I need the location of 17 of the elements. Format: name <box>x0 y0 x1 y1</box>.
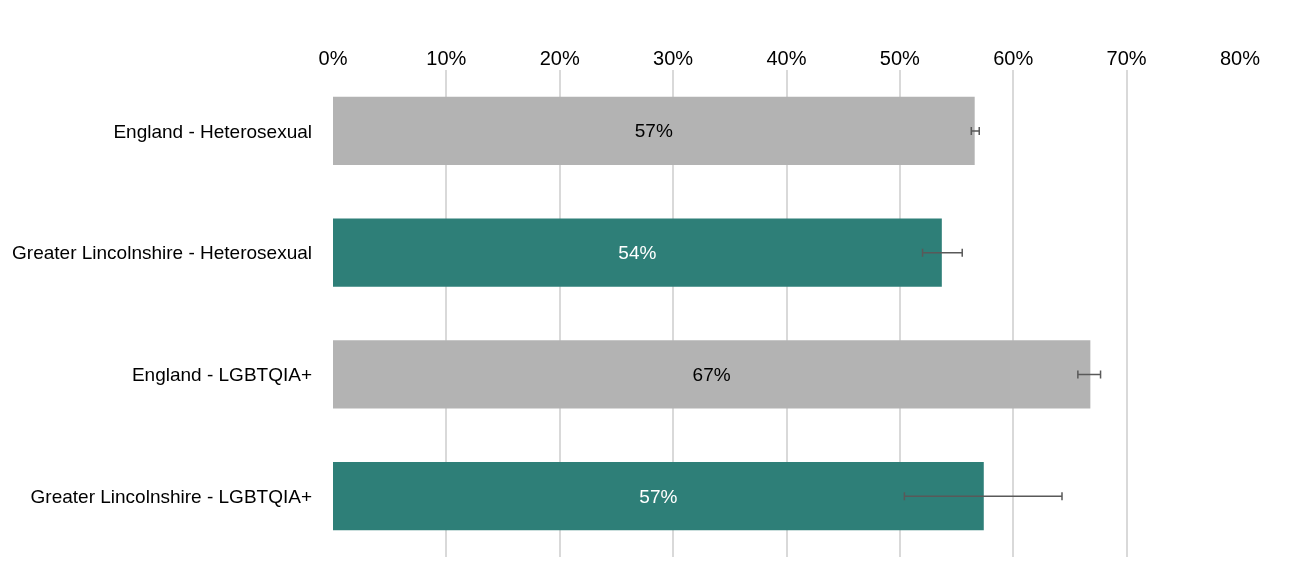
data-label: 57% <box>639 485 678 507</box>
y-tick-label: England - Heterosexual <box>113 120 312 142</box>
y-tick-label: England - LGBTQIA+ <box>131 364 312 386</box>
x-tick-label: 70% <box>1106 47 1147 69</box>
x-tick-label: 0% <box>318 47 348 69</box>
y-tick-label: Greater Lincolnshire - LGBTQIA+ <box>30 485 312 507</box>
x-tick-label: 80% <box>1219 47 1261 69</box>
data-label: 57% <box>634 120 673 142</box>
x-tick-label: 20% <box>539 47 580 69</box>
data-label: 67% <box>692 363 731 385</box>
x-tick-label: 50% <box>879 47 921 69</box>
y-tick-label: Greater Lincolnshire - Heterosexual <box>12 242 312 264</box>
x-tick-label: 60% <box>993 47 1034 69</box>
x-tick-label: 40% <box>766 47 807 69</box>
x-tick-label: 10% <box>426 47 467 69</box>
data-label: 54% <box>618 242 657 264</box>
x-tick-label: 30% <box>653 47 694 69</box>
